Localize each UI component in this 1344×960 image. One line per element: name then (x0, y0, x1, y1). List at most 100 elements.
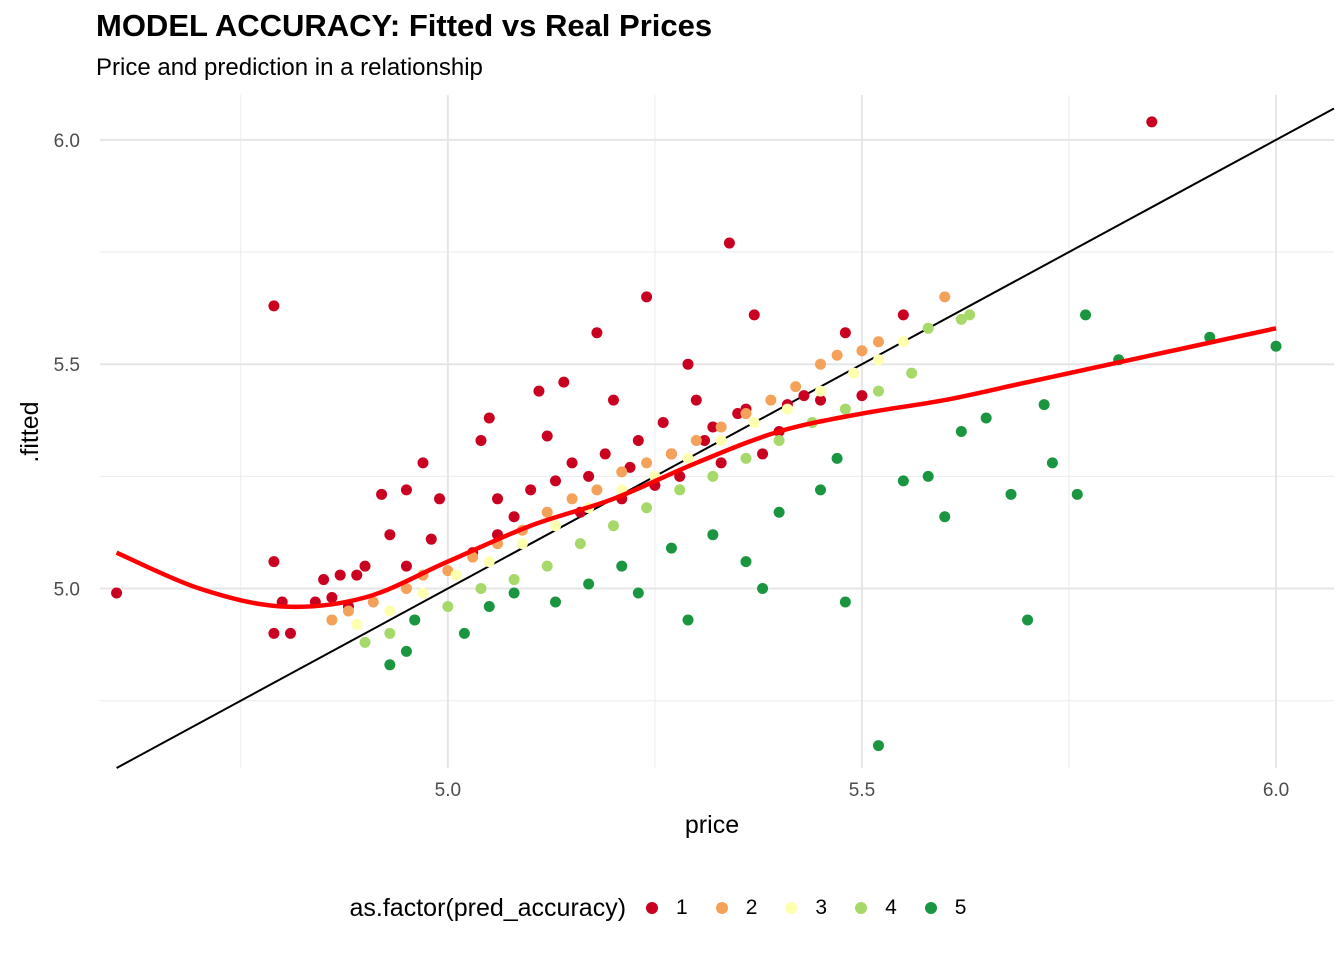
legend-label: 2 (745, 896, 758, 919)
data-point-accuracy-2 (856, 345, 868, 357)
data-point-accuracy-1 (897, 309, 909, 321)
data-point-accuracy-5 (682, 614, 694, 626)
data-point-accuracy-1 (326, 592, 338, 604)
data-point-accuracy-1 (492, 493, 504, 505)
data-point-accuracy-5 (872, 740, 884, 752)
data-point-accuracy-1 (533, 385, 545, 397)
data-point-accuracy-2 (831, 349, 843, 361)
data-point-accuracy-1 (682, 358, 694, 370)
x-tick-label: 5.0 (435, 780, 461, 801)
data-point-accuracy-1 (641, 291, 653, 303)
data-point-accuracy-4 (906, 367, 918, 379)
data-point-accuracy-5 (1046, 457, 1058, 469)
data-point-accuracy-1 (359, 560, 371, 572)
data-point-accuracy-3 (351, 618, 363, 630)
data-point-accuracy-5 (740, 556, 752, 568)
data-point-accuracy-5 (508, 587, 520, 599)
data-point-accuracy-3 (483, 556, 495, 568)
data-point-accuracy-3 (450, 569, 462, 581)
data-point-accuracy-1 (268, 300, 280, 312)
legend-item-3: 3 (785, 896, 827, 920)
data-point-accuracy-1 (690, 394, 702, 406)
data-point-accuracy-1 (268, 627, 280, 639)
x-tick-label: 5.5 (849, 780, 875, 801)
data-point-accuracy-3 (748, 417, 760, 429)
data-point-accuracy-1 (425, 533, 437, 545)
data-point-accuracy-1 (558, 376, 570, 388)
data-point-accuracy-1 (856, 390, 868, 402)
chart-title: MODEL ACCURACY: Fitted vs Real Prices (96, 8, 713, 43)
data-point-accuracy-1 (417, 457, 429, 469)
data-point-accuracy-1 (525, 484, 537, 496)
data-point-accuracy-2 (467, 551, 479, 563)
data-point-accuracy-4 (508, 574, 520, 586)
data-point-accuracy-5 (1038, 399, 1050, 411)
data-point-accuracy-1 (483, 412, 495, 424)
data-point-accuracy-4 (740, 452, 752, 464)
y-tick-label: 5.5 (54, 355, 80, 376)
data-point-accuracy-4 (359, 636, 371, 648)
data-point-accuracy-1 (318, 574, 330, 586)
data-point-accuracy-2 (641, 457, 653, 469)
data-point-accuracy-2 (541, 506, 553, 518)
data-point-accuracy-1 (384, 529, 396, 541)
data-point-accuracy-3 (815, 385, 827, 397)
data-point-accuracy-1 (715, 457, 727, 469)
data-point-accuracy-1 (591, 327, 603, 339)
data-point-accuracy-5 (384, 659, 396, 671)
legend-item-5: 5 (924, 896, 966, 920)
data-point-accuracy-1 (351, 569, 363, 581)
data-point-accuracy-3 (872, 354, 884, 366)
data-point-accuracy-4 (922, 322, 934, 334)
data-point-accuracy-5 (707, 529, 719, 541)
data-point-accuracy-1 (268, 556, 280, 568)
data-point-accuracy-3 (848, 367, 860, 379)
data-point-accuracy-1 (798, 390, 810, 402)
data-point-accuracy-2 (566, 493, 578, 505)
data-point-accuracy-4 (607, 520, 619, 532)
data-point-accuracy-2 (400, 583, 412, 595)
data-point-accuracy-5 (1022, 614, 1034, 626)
plot-area: 5.0 5.5 6.0 5.0 5.5 6.0 price .fitted (16, 95, 1335, 839)
data-point-accuracy-4 (384, 627, 396, 639)
data-point-accuracy-4 (442, 600, 454, 612)
data-point-accuracy-5 (632, 587, 644, 599)
data-point-accuracy-2 (790, 381, 802, 393)
legend-swatch (646, 902, 659, 914)
data-point-accuracy-5 (616, 560, 628, 572)
data-point-accuracy-2 (740, 408, 752, 420)
legend-swatch (924, 902, 937, 914)
data-point-accuracy-1 (400, 560, 412, 572)
data-point-accuracy-2 (939, 291, 951, 303)
data-point-accuracy-1 (757, 448, 769, 460)
data-point-accuracy-2 (616, 466, 628, 478)
x-axis-title: price (685, 811, 739, 839)
data-point-accuracy-2 (442, 565, 454, 577)
data-point-accuracy-4 (839, 403, 851, 415)
data-point-accuracy-5 (400, 645, 412, 657)
x-tick-label: 6.0 (1263, 780, 1289, 801)
data-point-accuracy-5 (583, 578, 595, 590)
data-point-accuracy-3 (715, 434, 727, 446)
legend-item-2: 2 (715, 896, 758, 920)
data-point-accuracy-2 (765, 394, 777, 406)
data-point-accuracy-5 (955, 426, 967, 437)
legend-swatch (855, 902, 868, 914)
data-point-accuracy-5 (409, 614, 421, 626)
data-point-accuracy-2 (591, 484, 603, 496)
data-point-accuracy-3 (897, 336, 909, 348)
data-point-accuracy-1 (723, 237, 735, 249)
data-point-accuracy-5 (757, 583, 769, 595)
data-point-accuracy-4 (674, 484, 686, 496)
legend-label: 4 (885, 896, 897, 919)
smooth-trend-line (115, 326, 1277, 610)
data-point-accuracy-3 (682, 452, 694, 464)
data-point-accuracy-1 (475, 434, 487, 446)
data-point-accuracy-4 (955, 313, 967, 325)
data-point-accuracy-5 (550, 596, 562, 608)
data-point-accuracy-5 (939, 511, 951, 523)
data-point-accuracy-5 (1005, 488, 1017, 500)
data-point-accuracy-1 (657, 417, 669, 429)
data-point-accuracy-1 (732, 408, 744, 420)
data-point-accuracy-4 (872, 385, 884, 397)
